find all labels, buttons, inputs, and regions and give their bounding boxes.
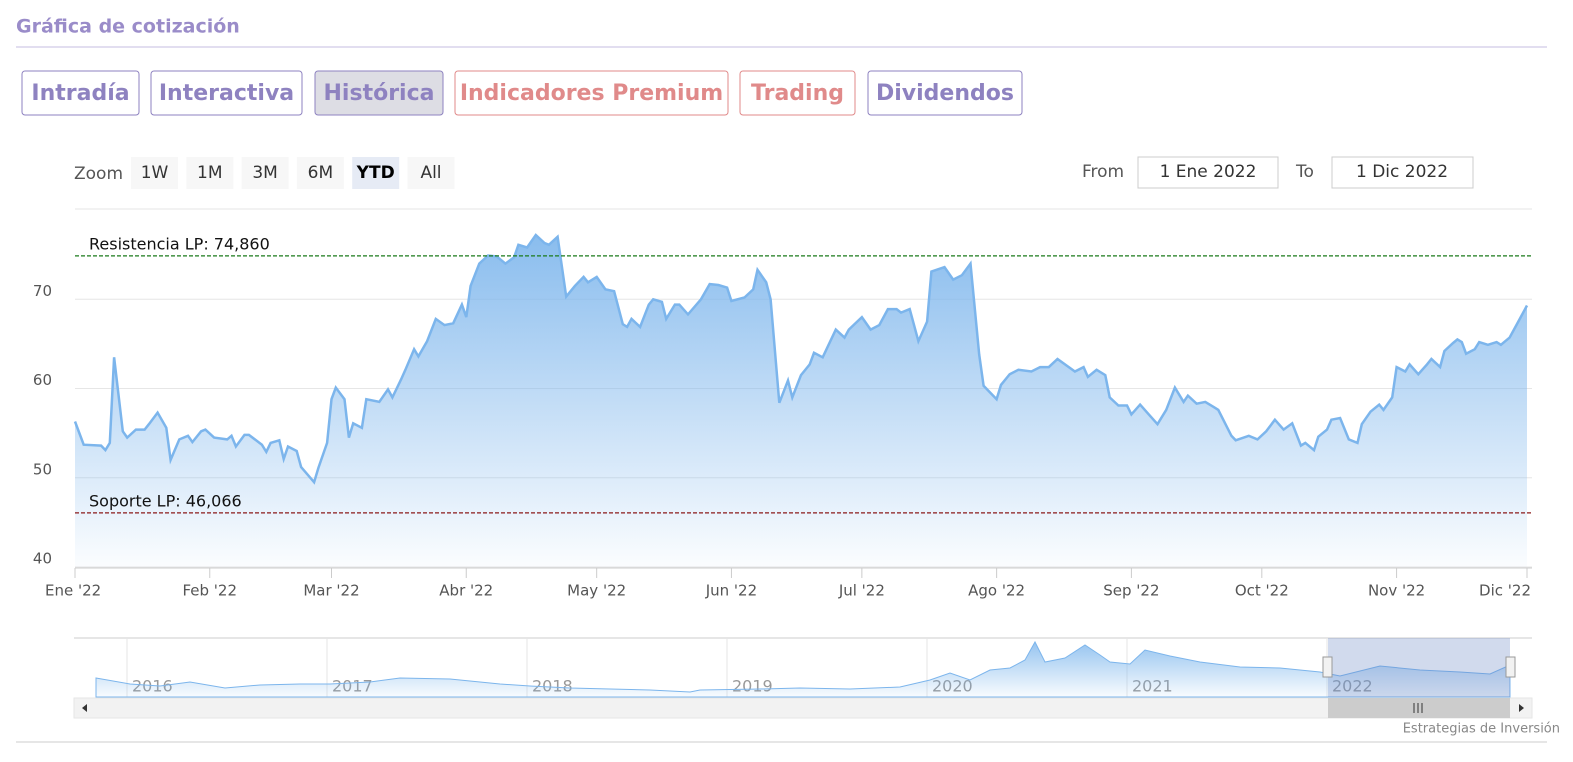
tab[interactable] (867, 70, 1023, 116)
tab-label: Indicadores Premium (460, 81, 723, 106)
zoom-label: Zoom (74, 164, 123, 184)
scroll-left[interactable] (82, 704, 87, 712)
x-tick-label: Ago '22 (968, 582, 1025, 600)
scrollbar-grip (1413, 703, 1423, 713)
from-input[interactable] (1137, 156, 1279, 189)
x-tick-label: Dic '22 (1479, 582, 1531, 600)
x-tick-label: Feb '22 (182, 582, 237, 600)
zoom-button-label: All (420, 163, 441, 183)
x-tick-label: Mar '22 (303, 582, 359, 600)
tab-label: Histórica (324, 81, 435, 106)
tab-label: Dividendos (876, 81, 1014, 106)
plot-line-label: Resistencia LP: 74,860 (89, 234, 270, 253)
y-tick-label: 60 (33, 371, 52, 389)
y-tick-label: 50 (33, 460, 52, 478)
x-tick-label: Abr '22 (439, 582, 493, 600)
from-label: From (1082, 162, 1124, 182)
to-value: 1 Dic 2022 (1356, 162, 1448, 182)
tab[interactable] (314, 70, 444, 116)
zoom-button[interactable] (352, 157, 400, 189)
from-value: 1 Ene 2022 (1160, 162, 1257, 182)
tab[interactable] (150, 70, 303, 116)
y-tick-label: 40 (33, 550, 52, 568)
x-tick-label: May '22 (567, 582, 626, 600)
zoom-button[interactable] (241, 157, 289, 189)
x-tick-label: Sep '22 (1103, 582, 1159, 600)
tab[interactable] (739, 70, 856, 116)
navigator-handle[interactable] (1505, 656, 1516, 678)
navigator-mask[interactable] (1328, 638, 1510, 697)
x-tick-label: Nov '22 (1368, 582, 1425, 600)
zoom-button-label: 1M (197, 163, 222, 183)
scroll-right[interactable] (1519, 704, 1524, 712)
tabs: Intradía Interactiva Histórica Indicadores … (21, 70, 1023, 116)
zoom-button-label: 6M (308, 163, 333, 183)
x-tick-label: Jun '22 (705, 582, 757, 600)
zoom-buttons: 1W 1M 3M 6M YTD All (131, 157, 455, 189)
zoom-button-label: 1W (141, 163, 169, 183)
scrollbar-thumb[interactable] (1328, 698, 1510, 718)
y-tick-label: 70 (33, 282, 52, 300)
zoom-button[interactable] (186, 157, 234, 189)
plot: 40 50 60 70 Resistencia LP: 74,860 Soporte LP… (33, 208, 1532, 600)
credits: Estrategias de Inversión (1403, 722, 1560, 737)
tab-label: Trading (751, 81, 844, 106)
plot-line-label: Soporte LP: 46,066 (89, 491, 242, 510)
to-input[interactable] (1331, 156, 1474, 189)
navigator-handle[interactable] (1322, 656, 1333, 678)
x-tick-label: Oct '22 (1235, 582, 1289, 600)
tab-label: Intradía (31, 81, 129, 106)
zoom-button[interactable] (131, 157, 178, 189)
scrollbar-track[interactable] (73, 697, 1533, 719)
zoom-button-label: 3M (252, 163, 277, 183)
x-tick-label: Ene '22 (45, 582, 101, 600)
zoom-button[interactable] (407, 157, 455, 189)
x-tick-label: Jul '22 (838, 582, 885, 600)
tab-label: Interactiva (159, 81, 294, 106)
navigator-series (95, 640, 1511, 698)
zoom-button-label: YTD (356, 163, 395, 183)
area (75, 235, 1527, 567)
navigator: 2016201720182019202020212022 (73, 637, 1533, 719)
tab[interactable] (454, 70, 729, 116)
title: Gráfica de cotización (16, 16, 240, 38)
price-line (73, 233, 1529, 485)
to-label: To (1295, 162, 1314, 182)
zoom-button[interactable] (296, 157, 344, 189)
tab[interactable] (21, 70, 140, 116)
